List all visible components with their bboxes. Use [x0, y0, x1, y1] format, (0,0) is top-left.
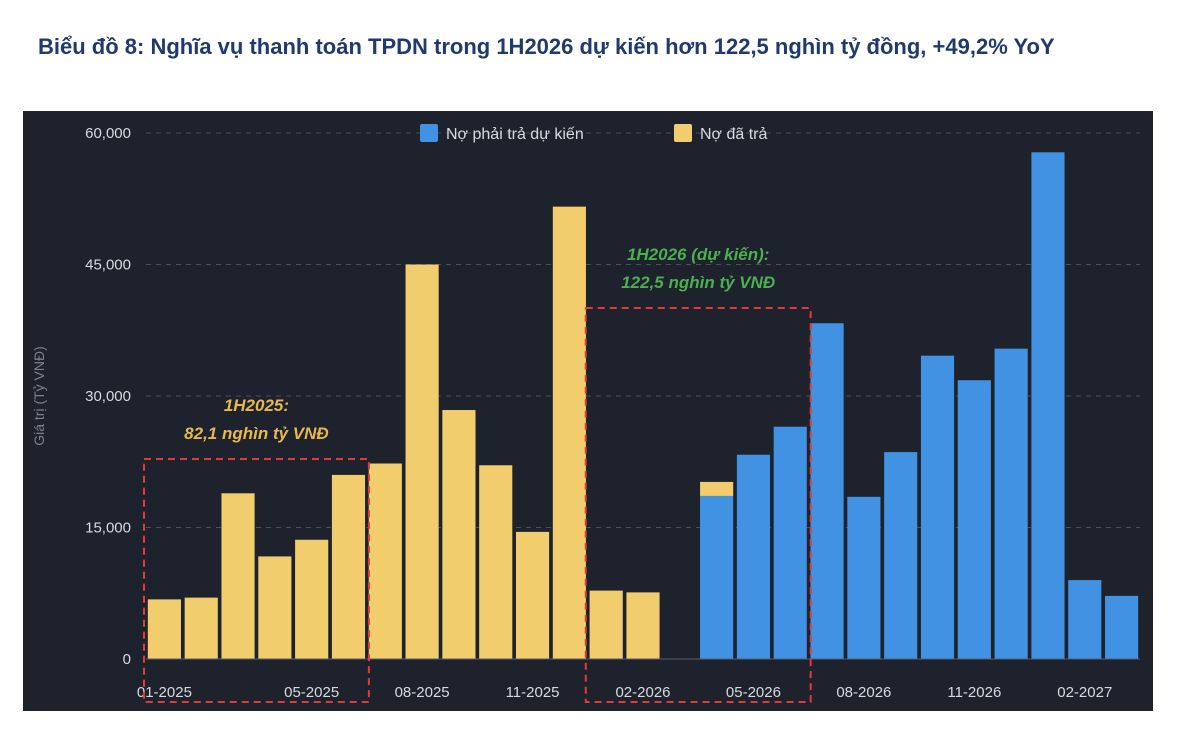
- bar-paid: [479, 465, 513, 659]
- bar-expected: [994, 348, 1028, 659]
- x-tick-label: 11-2025: [506, 684, 560, 701]
- bar-paid: [515, 531, 550, 659]
- bar-paid: [295, 539, 329, 659]
- y-tick-label: 45,000: [85, 257, 131, 274]
- bar-expected: [1068, 580, 1102, 659]
- bar-paid: [589, 590, 623, 659]
- bar-paid: [552, 206, 586, 659]
- bar-paid: [405, 264, 439, 659]
- bar-paid: [184, 597, 218, 659]
- x-tick-label: 05-2026: [726, 684, 781, 701]
- annotation-box: [143, 458, 370, 703]
- y-axis-label: Giá trị (Tỷ VNĐ): [31, 346, 47, 446]
- chart-title: Biểu đồ 8: Nghĩa vụ thanh toán TPDN tron…: [38, 34, 1055, 59]
- bar-paid: [258, 556, 292, 659]
- bar-expected: [810, 323, 844, 659]
- y-tick-label: 60,000: [85, 125, 131, 142]
- legend-label: Nợ đã trả: [700, 126, 768, 143]
- bar-paid: [331, 474, 366, 659]
- bar-expected: [957, 380, 991, 659]
- bar-paid: [442, 410, 476, 659]
- x-tick-label: 01-2025: [137, 684, 192, 701]
- bar-paid: [626, 592, 660, 659]
- annotation-label: 1H2025:: [224, 396, 289, 415]
- bar-expected: [700, 495, 734, 659]
- y-tick-label: 15,000: [85, 520, 131, 537]
- legend-swatch: [674, 124, 692, 142]
- x-tick-label: 08-2025: [395, 684, 450, 701]
- annotation-box: [584, 307, 812, 703]
- x-tick-label: 05-2025: [284, 684, 339, 701]
- y-tick-label: 0: [123, 651, 131, 668]
- bar-paid: [221, 493, 255, 659]
- bar-expected: [920, 355, 955, 659]
- bar-paid: [700, 481, 734, 496]
- chart-area: 0 15,000 30,000 45,000 60,000 Giá trị (Tỷ VNĐ…: [23, 111, 1153, 711]
- bar-expected: [847, 496, 881, 659]
- legend-label: Nợ phải trả dự kiến: [446, 126, 584, 143]
- bar-expected: [736, 454, 771, 659]
- bar-chart: 0 15,000 30,000 45,000 60,000 Giá trị (Tỷ VNĐ…: [31, 124, 1140, 703]
- bar-paid: [147, 599, 181, 659]
- y-tick-label: 30,000: [85, 388, 131, 405]
- annotation-value: 82,1 nghìn tỷ VNĐ: [184, 424, 329, 443]
- bar-expected: [1031, 152, 1065, 659]
- x-tick-label: 02-2026: [615, 684, 670, 701]
- bar-paid: [368, 463, 402, 659]
- x-tick-label: 08-2026: [836, 684, 891, 701]
- annotation-label: 1H2026 (dự kiến):: [627, 245, 770, 264]
- x-tick-label: 11-2026: [947, 684, 1001, 701]
- bar-expected: [884, 452, 918, 659]
- x-tick-label: 02-2027: [1057, 684, 1112, 701]
- legend-swatch: [420, 124, 438, 142]
- bar-expected: [1105, 595, 1139, 659]
- bar-expected: [773, 426, 807, 659]
- annotation-value: 122,5 nghìn tỷ VNĐ: [621, 273, 775, 292]
